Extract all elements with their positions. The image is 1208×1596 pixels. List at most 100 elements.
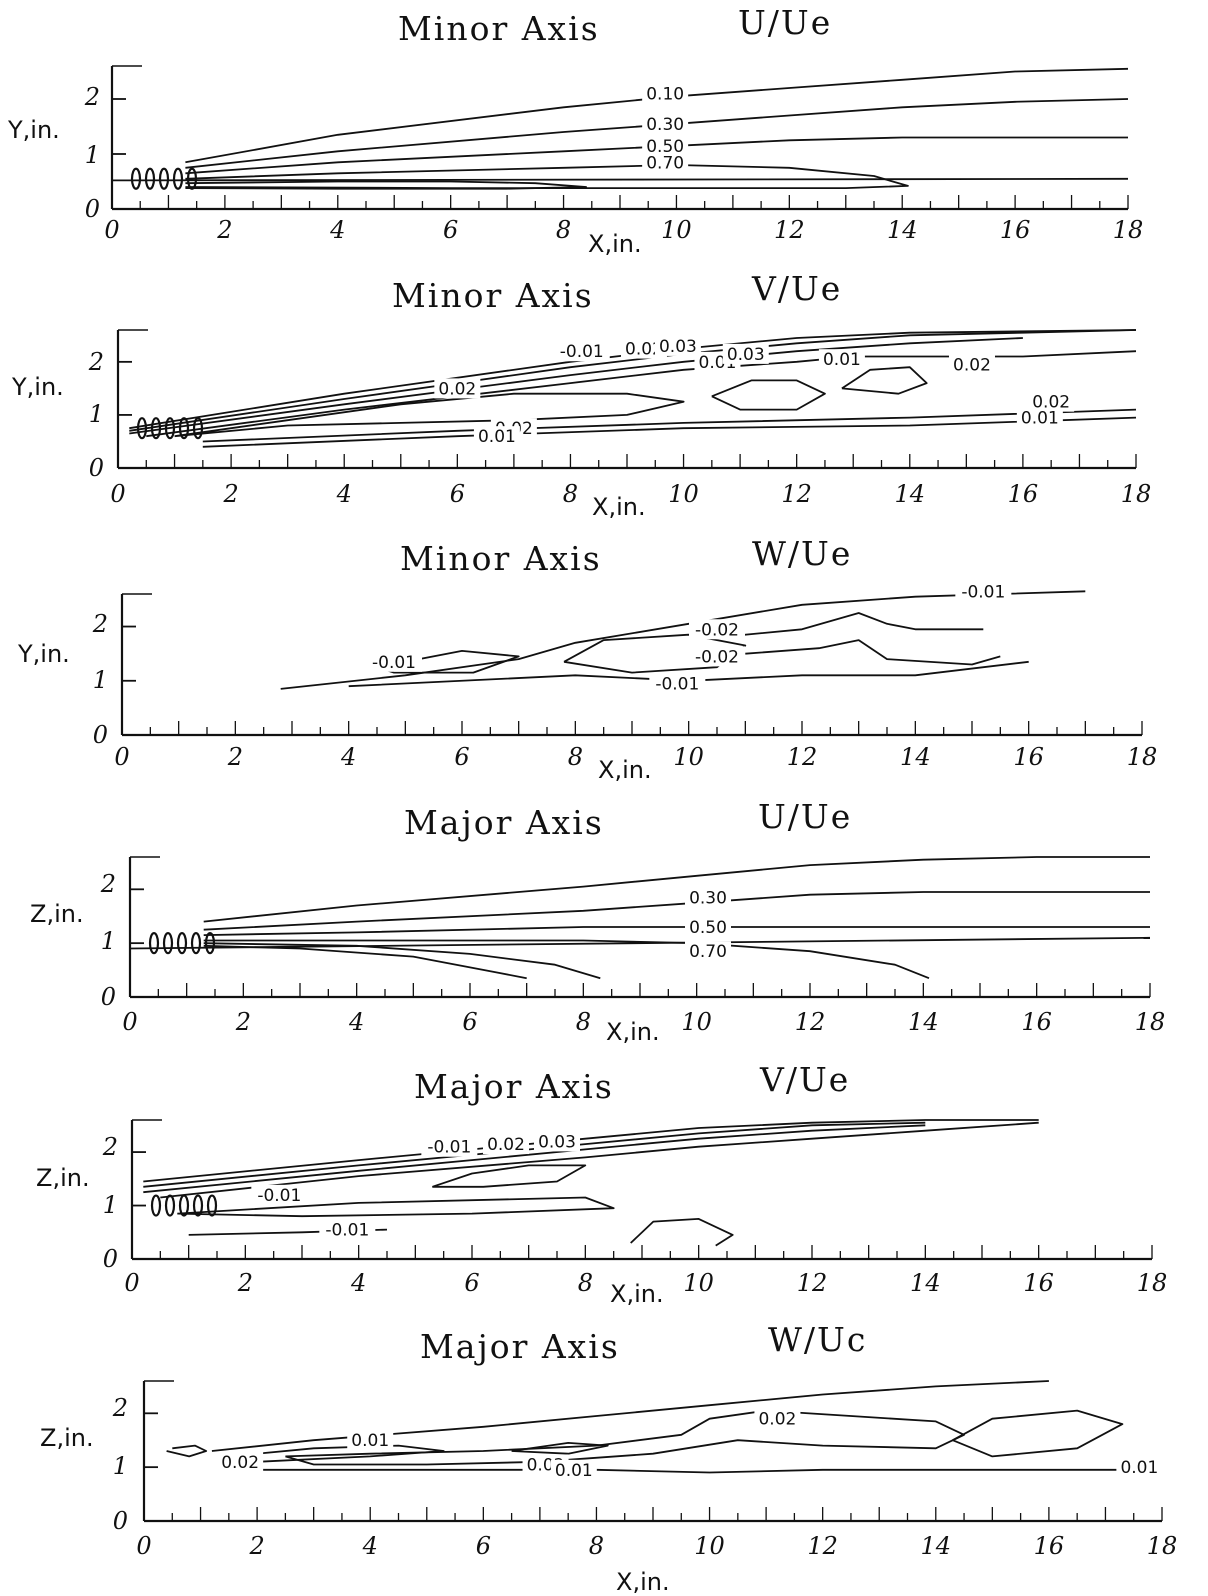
x-tick-label: 6 (464, 1269, 479, 1297)
x-tick-label: 4 (336, 480, 352, 508)
contour-value-label: 0.02 (438, 379, 476, 399)
x-tick-label: 16 (1023, 1269, 1054, 1297)
y-axis-label: Y,in. (7, 116, 60, 144)
x-tick-label: 16 (1013, 743, 1044, 771)
contour-label-bg (1028, 391, 1075, 412)
x-tick-label: 2 (222, 480, 238, 508)
x-tick-label: 12 (807, 1532, 838, 1560)
contour-line (211, 1380, 1049, 1452)
x-tick-label: 6 (454, 743, 469, 771)
contour-label-bg (689, 619, 745, 640)
x-tick-label: 12 (781, 480, 812, 508)
contour-line (129, 936, 1151, 950)
x-tick-label: 8 (578, 1269, 593, 1297)
x-tick-label: 4 (362, 1532, 378, 1560)
contour-value-label: -0.01 (961, 582, 1005, 602)
x-tick-label: 12 (795, 1008, 826, 1036)
x-tick-label: 10 (683, 1269, 714, 1297)
y-axis-label: Y,in. (17, 640, 70, 668)
contour-line (711, 379, 826, 411)
contour-value-label: 0.02 (487, 1135, 525, 1155)
contour-label-bg (642, 113, 689, 134)
contour-line (563, 633, 747, 674)
x-tick-label: 14 (887, 216, 918, 244)
contour-label-bg (642, 152, 689, 173)
y-tick-label: 1 (85, 141, 100, 169)
contour-value-label: 0.30 (689, 888, 727, 908)
contour-value-label: -0.01 (560, 342, 604, 362)
contour-label-bg (685, 941, 731, 962)
nozzle-contour-loop (164, 417, 176, 440)
contour-label-bg (534, 1131, 580, 1152)
contour-line (129, 337, 1023, 435)
x-tick-label: 10 (681, 1008, 712, 1036)
contour-value-label: 0.70 (689, 942, 727, 962)
panel-title: Major Axis (414, 1067, 614, 1106)
contour-line (285, 1409, 965, 1466)
x-tick-label: 2 (235, 1008, 251, 1036)
contour-label-bg (553, 341, 610, 362)
contour-value-label: 0.01 (351, 1431, 389, 1451)
x-tick-label: 0 (136, 1532, 151, 1560)
x-tick-label: 0 (104, 216, 119, 244)
x-tick-label: 4 (348, 1008, 364, 1036)
x-tick-label: 14 (910, 1269, 941, 1297)
contour-line (630, 1218, 734, 1247)
panel-4: Major Axis U/UeZ,in.X,in.0 2 4 6 8 10 12 14 16 180… (30, 797, 1165, 1046)
nozzle-contour-loop (136, 417, 148, 440)
nozzle-contour-loop (130, 167, 142, 190)
contour-line (185, 136, 1128, 175)
nozzle-contour-loop (150, 417, 162, 440)
contour-value-label: 0.02 (758, 1410, 796, 1430)
x-tick-label: 4 (350, 1269, 366, 1297)
contour-value-label: 0.10 (646, 85, 684, 105)
panel-3: Minor Axis W/UeY,in.X,in.0 2 4 6 8 10 12 14 16 180… (17, 534, 1157, 784)
x-tick-label: 10 (668, 480, 699, 508)
contour-line (185, 67, 1129, 164)
x-tick-label: 12 (774, 216, 805, 244)
x-tick-label: 2 (227, 743, 243, 771)
contour-label-bg (722, 343, 769, 364)
x-tick-label: 2 (237, 1269, 253, 1297)
contour-label-bg (1016, 407, 1063, 428)
contour-label-bg (754, 1408, 801, 1429)
contour-line (511, 1442, 609, 1455)
x-axis-label: X,in. (588, 230, 642, 258)
panel-title: Minor Axis (398, 9, 600, 48)
x-tick-label: 6 (476, 1532, 491, 1560)
x-tick-label: 0 (122, 1008, 137, 1036)
contour-label-bg (654, 335, 701, 356)
contour-line (160, 1121, 1039, 1199)
nozzle-contour-loop (206, 1194, 218, 1217)
x-tick-label: 8 (568, 743, 583, 771)
contour-value-label: 0.01 (478, 427, 516, 447)
y-tick-label: 0 (93, 721, 108, 749)
contour-label-bg (689, 646, 745, 667)
x-tick-label: 2 (216, 216, 232, 244)
x-tick-label: 12 (797, 1269, 828, 1297)
panel-6: Major Axis W/UcZ,in.X,in.0 2 4 6 8 10 12 14 16 180… (40, 1320, 1177, 1596)
contour-line (143, 1121, 926, 1188)
x-axis-label: X,in. (592, 493, 646, 521)
x-axis-label: X,in. (606, 1018, 660, 1046)
x-tick-label: 14 (921, 1532, 952, 1560)
contour-value-label: -0.01 (427, 1138, 471, 1158)
y-axis-label: Z,in. (36, 1164, 90, 1192)
nozzle-contour-loop (148, 932, 160, 955)
contour-value-label: 0.01 (555, 1461, 593, 1481)
contour-label-bg (685, 887, 731, 908)
x-tick-label: 0 (124, 1269, 139, 1297)
nozzle-contour-loop (186, 167, 198, 190)
y-tick-label: 2 (102, 1133, 118, 1161)
x-axis-label: X,in. (598, 756, 652, 784)
x-tick-label: 2 (248, 1532, 264, 1560)
contour-line (203, 891, 1150, 931)
x-tick-label: 14 (900, 743, 931, 771)
y-tick-label: 0 (101, 983, 116, 1011)
y-tick-label: 2 (92, 610, 108, 638)
panel-title: Minor Axis (392, 276, 594, 315)
x-tick-label: 10 (673, 743, 704, 771)
nozzle-contour-loop (162, 932, 174, 955)
contour-label-bg (955, 581, 1012, 602)
